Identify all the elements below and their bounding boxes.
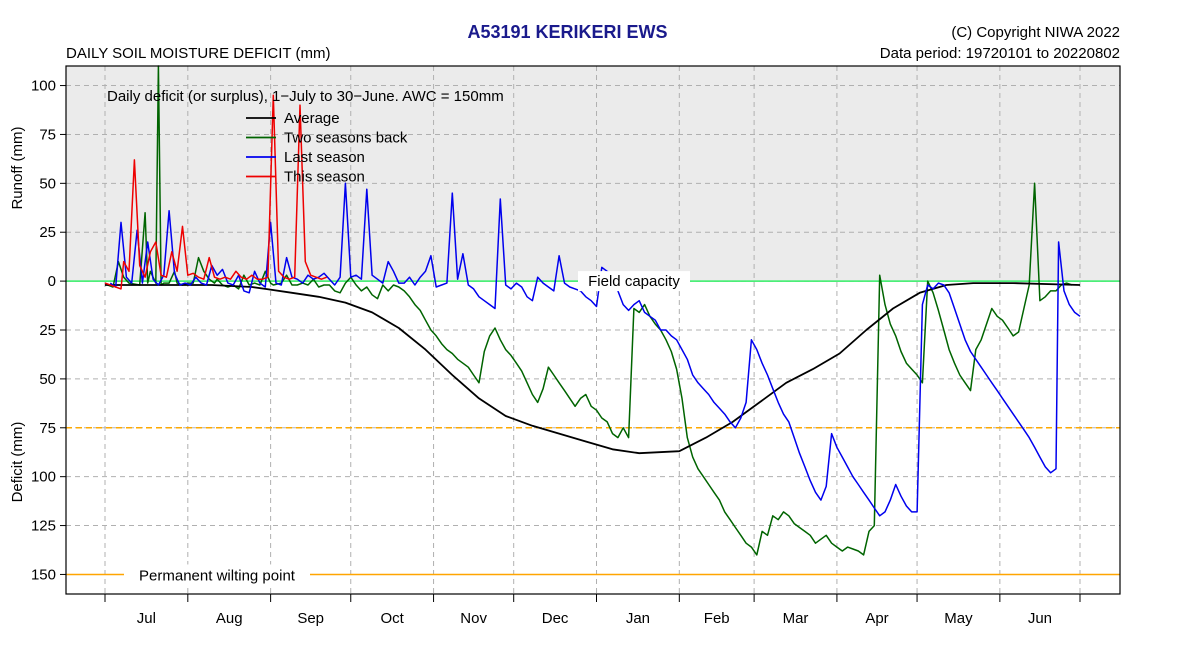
x-axis: Jul Aug Sep Oct Nov Dec Jan Feb Mar Apr May Jun: [104, 594, 1081, 627]
series-line-two-seasons-back: [107, 65, 1073, 556]
runoff-region: [66, 66, 1120, 282]
y-tick-label: 25: [39, 322, 56, 339]
legend-label-two-seasons-back: Two seasons back: [284, 130, 408, 147]
legend: Average Two seasons back Last season This s…: [246, 110, 408, 186]
chart-description: Daily deficit (or surplus), 1−July to 30…: [107, 88, 504, 105]
series-lines: [104, 65, 1081, 556]
x-tick-label-jul: Jul: [137, 610, 156, 627]
y-tick-label: 75: [39, 126, 56, 143]
y-tick-label: 0: [48, 273, 56, 290]
x-tick-label-sep: Sep: [297, 610, 324, 627]
chart-subtitle: DAILY SOIL MOISTURE DEFICIT (mm): [66, 45, 331, 62]
x-tick-label-jan: Jan: [626, 610, 650, 627]
legend-label-last-season: Last season: [284, 149, 365, 166]
series-line-last-season: [109, 182, 1081, 517]
y-tick-label: 125: [31, 518, 56, 535]
series-line-average: [105, 282, 1081, 455]
chart-title: A53191 KERIKERI EWS: [467, 22, 668, 42]
x-tick-label-aug: Aug: [216, 610, 243, 627]
field-capacity-label: Field capacity: [588, 273, 680, 290]
x-tick-label-mar: Mar: [783, 610, 809, 627]
x-tick-label-oct: Oct: [380, 610, 404, 627]
y-axis: 100 75 50 25 0 25 50 75 100 125 150: [31, 78, 66, 583]
y-tick-label: 150: [31, 566, 56, 583]
wilting-point-label-bg: [124, 564, 310, 585]
field-capacity-label-bg: [578, 271, 690, 292]
copyright-text: (C) Copyright NIWA 2022: [951, 24, 1120, 41]
x-tick-label-apr: Apr: [865, 610, 888, 627]
x-tick-label-dec: Dec: [542, 610, 569, 627]
y-tick-label: 25: [39, 224, 56, 241]
y-axis-label-runoff: Runoff (mm): [9, 126, 26, 209]
legend-label-average: Average: [284, 110, 340, 127]
x-tick-label-jun: Jun: [1028, 610, 1052, 627]
legend-label-this-season: This season: [284, 169, 365, 186]
x-tick-label-nov: Nov: [460, 610, 487, 627]
y-tick-label: 50: [39, 175, 56, 192]
y-tick-label: 100: [31, 78, 56, 95]
y-axis-label-deficit: Deficit (mm): [9, 422, 26, 503]
data-period-text: Data period: 19720101 to 20220802: [879, 45, 1120, 62]
y-tick-label: 75: [39, 420, 56, 437]
series-line-this-season: [104, 94, 327, 290]
x-tick-label-may: May: [944, 610, 973, 627]
wilting-point-label: Permanent wilting point: [139, 567, 296, 584]
y-tick-label: 100: [31, 469, 56, 486]
x-tick-label-feb: Feb: [704, 610, 730, 627]
y-tick-label: 50: [39, 371, 56, 388]
